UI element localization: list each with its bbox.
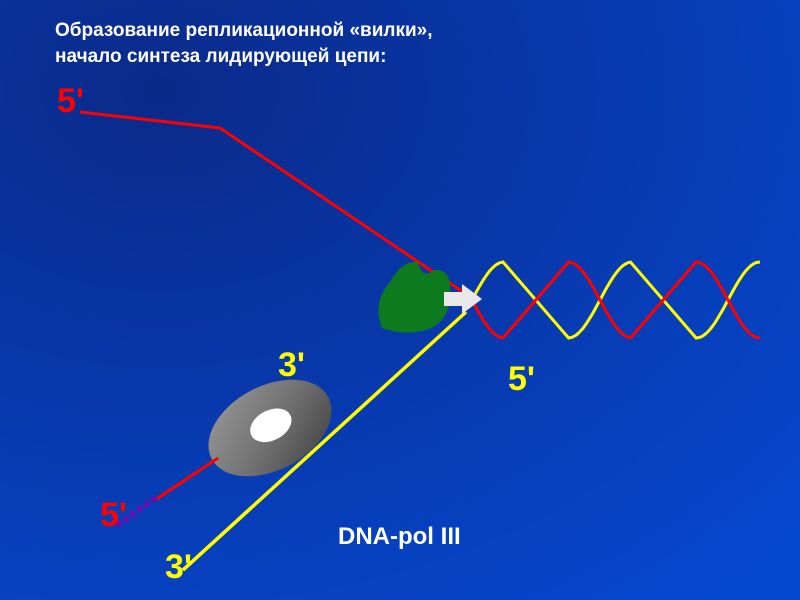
slide-title: Образование репликационной «вилки», нача… — [55, 18, 433, 69]
diagram-canvas: Образование репликационной «вилки», нача… — [0, 0, 800, 600]
label-5prime-right: 5' — [508, 360, 535, 399]
title-line-1: Образование репликационной «вилки», — [55, 20, 433, 41]
title-line-2: начало синтеза лидирующей цепи: — [55, 46, 386, 67]
label-5prime-bottom: 5' — [100, 496, 127, 535]
label-5prime-top: 5' — [57, 82, 84, 121]
label-dna-pol: DNA-pol III — [338, 523, 461, 551]
label-3prime-mid: 3' — [278, 346, 305, 385]
label-3prime-bottom: 3' — [165, 548, 192, 587]
